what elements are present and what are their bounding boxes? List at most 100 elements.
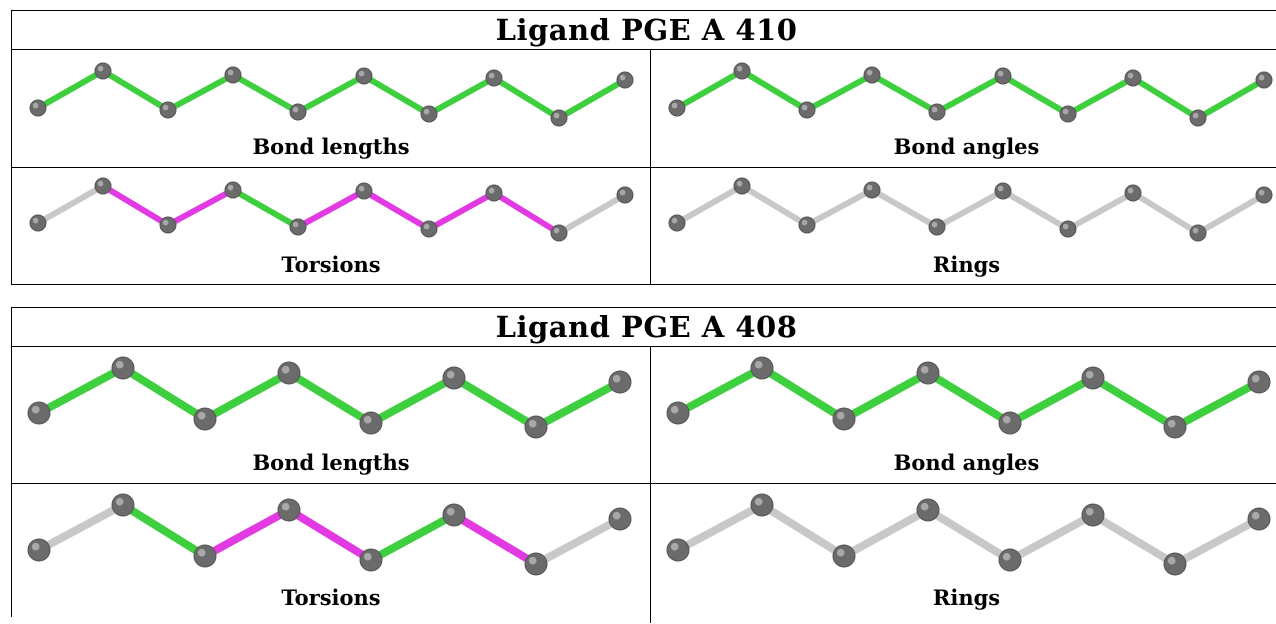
- atom: [193, 544, 217, 568]
- atom: [994, 182, 1012, 200]
- atom: [550, 224, 568, 242]
- atom-highlight: [488, 72, 495, 79]
- atom-highlight: [488, 187, 495, 194]
- atom-highlight: [227, 184, 234, 191]
- bond-ok: [1089, 374, 1179, 431]
- atom: [550, 109, 568, 127]
- atom: [1059, 220, 1077, 238]
- atom-highlight: [115, 360, 124, 369]
- atom-highlight: [553, 227, 560, 234]
- bond-ok: [367, 511, 458, 564]
- bond-outlier: [100, 183, 171, 228]
- atom-highlight: [736, 65, 743, 72]
- panel-label: Bond lengths: [252, 450, 410, 475]
- molecule-diagram: [29, 177, 634, 242]
- ligand-title: Ligand PGE A 408: [12, 308, 1276, 347]
- atom-highlight: [754, 360, 763, 369]
- panel-bond-lengths: Bond lengths: [12, 50, 650, 167]
- ligand-table: Ligand PGE A 410 Bond lengths Bond angle…: [11, 10, 1276, 285]
- atom: [1189, 224, 1207, 242]
- atom-highlight: [1251, 511, 1260, 520]
- molecule-diagram: [27, 356, 632, 439]
- atom: [928, 218, 946, 236]
- atom-highlight: [32, 102, 39, 109]
- atom-highlight: [162, 219, 169, 226]
- atom-highlight: [197, 548, 206, 557]
- atom: [798, 216, 816, 234]
- atom-highlight: [866, 184, 873, 191]
- bond-ok: [35, 364, 127, 417]
- atom: [277, 361, 301, 385]
- atom: [1163, 552, 1187, 576]
- bond-outlier: [285, 506, 375, 564]
- atom: [832, 544, 856, 568]
- atom: [420, 220, 438, 238]
- atom: [1247, 507, 1271, 531]
- panel-label: Rings: [932, 252, 1001, 277]
- atom-highlight: [363, 552, 372, 561]
- panel-label: Bond angles: [893, 450, 1040, 475]
- bond-ok: [934, 73, 1006, 115]
- bond-ok: [165, 72, 236, 113]
- atom: [277, 498, 301, 522]
- atom-highlight: [836, 548, 845, 557]
- atom: [224, 66, 242, 84]
- atom-highlight: [1085, 370, 1094, 379]
- bond-ok: [491, 75, 562, 121]
- atom: [111, 356, 135, 380]
- bond-ok: [674, 364, 766, 417]
- atom-highlight: [736, 180, 743, 187]
- bond-unassessed: [1195, 192, 1267, 236]
- atom-highlight: [1127, 72, 1134, 79]
- bond-ok: [739, 68, 810, 113]
- atom-highlight: [446, 507, 455, 516]
- bond-outlier: [165, 187, 236, 228]
- atom-highlight: [1062, 108, 1069, 115]
- atom: [1059, 105, 1077, 123]
- atom: [1255, 186, 1273, 204]
- bond-ok: [230, 72, 301, 115]
- bond-ok: [1195, 77, 1267, 121]
- atom-highlight: [920, 365, 929, 374]
- atom-highlight: [446, 370, 455, 379]
- bond-ok: [450, 374, 540, 431]
- panel-label: Torsions: [281, 585, 381, 610]
- bond-outlier: [450, 511, 540, 568]
- atom-highlight: [1002, 415, 1011, 424]
- atom-highlight: [97, 65, 104, 72]
- bond-unassessed: [840, 506, 932, 560]
- atom: [94, 62, 112, 80]
- atom: [289, 103, 307, 121]
- atom-highlight: [281, 365, 290, 374]
- atom: [863, 181, 881, 199]
- atom-highlight: [1167, 419, 1176, 428]
- bond-ok: [532, 378, 624, 431]
- atom-highlight: [528, 419, 537, 428]
- bond-ok: [201, 369, 293, 423]
- bond-ok: [426, 75, 497, 117]
- atom: [1081, 366, 1105, 390]
- bond-ok: [295, 73, 367, 115]
- atom: [666, 401, 690, 425]
- atom-highlight: [997, 185, 1004, 192]
- atom: [998, 411, 1022, 435]
- atom-highlight: [423, 108, 430, 115]
- atom: [111, 493, 135, 517]
- atom: [616, 186, 634, 204]
- bond-unassessed: [1171, 515, 1263, 568]
- atom: [750, 493, 774, 517]
- bond-outlier: [295, 188, 367, 230]
- atom: [750, 356, 774, 380]
- atom-highlight: [115, 497, 124, 506]
- bond-ok: [35, 68, 106, 111]
- atom: [608, 507, 632, 531]
- atom-highlight: [1258, 189, 1265, 196]
- bond-unassessed: [1065, 190, 1136, 232]
- bond-ok: [1000, 73, 1071, 117]
- atom: [608, 370, 632, 394]
- atom: [1189, 109, 1207, 127]
- panel-bond-angles: Bond angles: [650, 50, 1276, 167]
- atom: [359, 548, 383, 572]
- panel-torsions: Torsions: [12, 167, 650, 285]
- bond-outlier: [361, 188, 432, 232]
